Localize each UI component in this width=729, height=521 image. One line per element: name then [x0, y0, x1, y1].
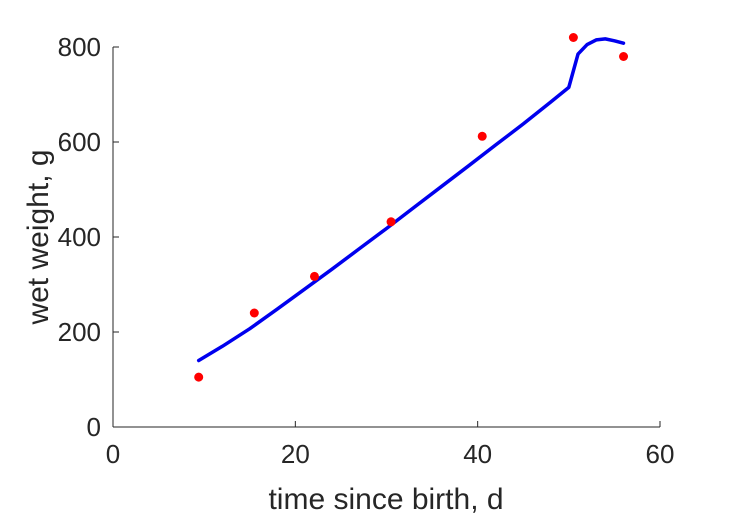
x-tick-label: 60	[646, 439, 675, 469]
y-tick-label: 400	[58, 222, 101, 252]
y-tick-label: 200	[58, 317, 101, 347]
data-point	[619, 52, 629, 61]
x-tick-label: 40	[463, 439, 492, 469]
y-tick-label: 600	[58, 127, 101, 157]
data-point	[386, 217, 396, 227]
x-tick-label: 20	[281, 439, 310, 469]
y-tick-label: 800	[58, 32, 101, 62]
data-point	[194, 372, 204, 382]
x-axis-label: time since birth, d	[268, 483, 503, 516]
y-axis-label: wet weight, g	[22, 149, 55, 325]
data-point	[249, 308, 259, 318]
data-point	[477, 131, 487, 141]
y-tick-label: 0	[87, 412, 101, 442]
plot-marks	[194, 33, 629, 382]
data-point	[309, 271, 319, 281]
data-point	[568, 33, 578, 42]
fit-curve	[196, 37, 626, 363]
x-tick-label: 0	[106, 439, 120, 469]
